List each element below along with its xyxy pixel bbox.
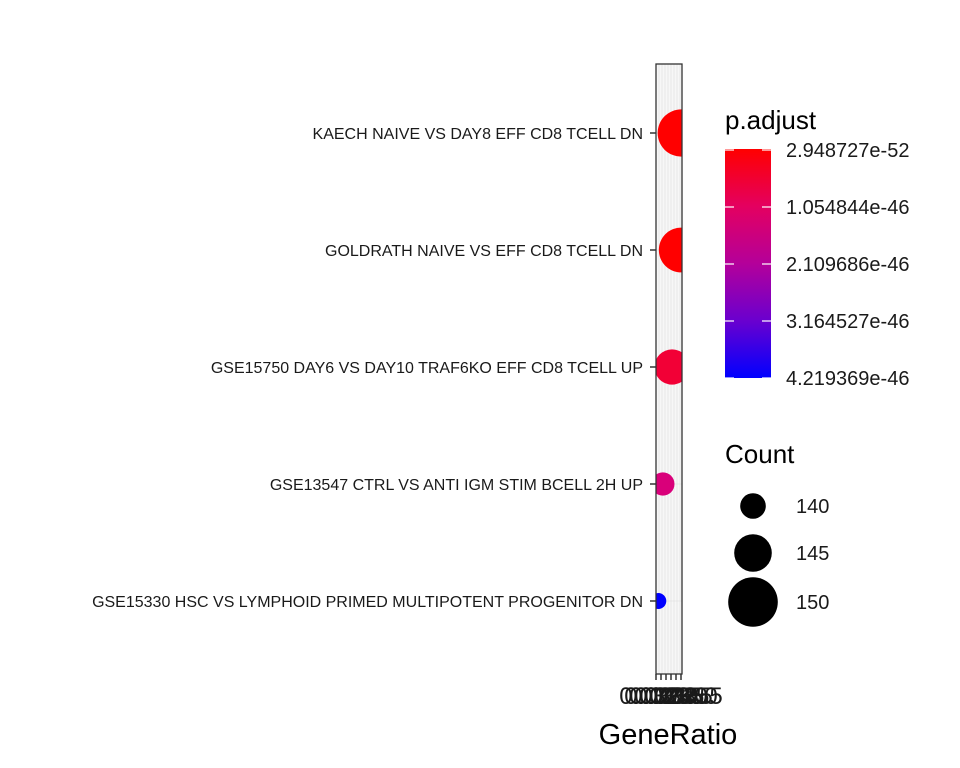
x-axis-title: GeneRatio: [599, 719, 738, 751]
color-legend-label: 1.054844e-46: [786, 197, 909, 219]
y-axis-category-label: GSE15750 DAY6 VS DAY10 TRAF6KO EFF CD8 T…: [211, 360, 643, 377]
y-axis: KAECH NAIVE VS DAY8 EFF CD8 TCELL DN GOLD…: [92, 126, 656, 611]
size-legend-circle: [740, 493, 766, 519]
color-legend-label: 3.164527e-46: [786, 311, 909, 333]
color-legend: p.adjust 2.948727e-52 1.054844e-46 2.10968…: [725, 105, 909, 390]
data-point: [658, 227, 682, 273]
x-axis-tick-label: 0.0330: [624, 683, 697, 710]
size-legend-circle: [728, 577, 778, 627]
data-points: [656, 109, 682, 609]
size-legend-circle: [734, 534, 772, 572]
data-point: [656, 349, 682, 385]
size-legend: Count 140 145 150: [725, 439, 829, 627]
color-legend-label: 2.109686e-46: [786, 254, 909, 276]
x-axis-tick-label: 0.0345: [639, 683, 712, 710]
color-legend-ticks: 2.948727e-52 1.054844e-46 2.109686e-46 3.16…: [725, 140, 909, 390]
x-axis-tick-label: 0.0355: [649, 683, 722, 710]
y-axis-category-label: GSE13547 CTRL VS ANTI IGM STIM BCELL 2H …: [270, 477, 643, 494]
x-axis-tick-label: 0.0325: [619, 683, 692, 710]
y-axis-category-label: GOLDRATH NAIVE VS EFF CD8 TCELL DN: [325, 243, 643, 260]
x-axis: 0.03250.03300.03350.03400.03450.03500.03…: [619, 674, 723, 710]
color-legend-title: p.adjust: [725, 105, 817, 135]
x-axis-tick-label: 0.0335: [629, 683, 702, 710]
plot-panel-border: [655, 63, 683, 675]
size-legend-title: Count: [725, 439, 795, 469]
size-legend-label: 150: [796, 592, 829, 614]
x-axis-tick-label: 0.0350: [644, 683, 717, 710]
color-legend-label: 4.219369e-46: [786, 368, 909, 390]
y-axis-category-label: KAECH NAIVE VS DAY8 EFF CD8 TCELL DN: [313, 126, 643, 143]
data-point: [657, 109, 682, 157]
data-point: [656, 593, 667, 609]
y-axis-category-label: GSE15330 HSC VS LYMPHOID PRIMED MULTIPOT…: [92, 594, 643, 611]
size-legend-label: 145: [796, 543, 829, 565]
data-point: [656, 472, 675, 496]
color-legend-label: 2.948727e-52: [786, 140, 909, 162]
x-axis-tick-label: 0.0340: [634, 683, 707, 710]
size-legend-items: 140 145 150: [728, 493, 829, 627]
size-legend-label: 140: [796, 496, 829, 518]
